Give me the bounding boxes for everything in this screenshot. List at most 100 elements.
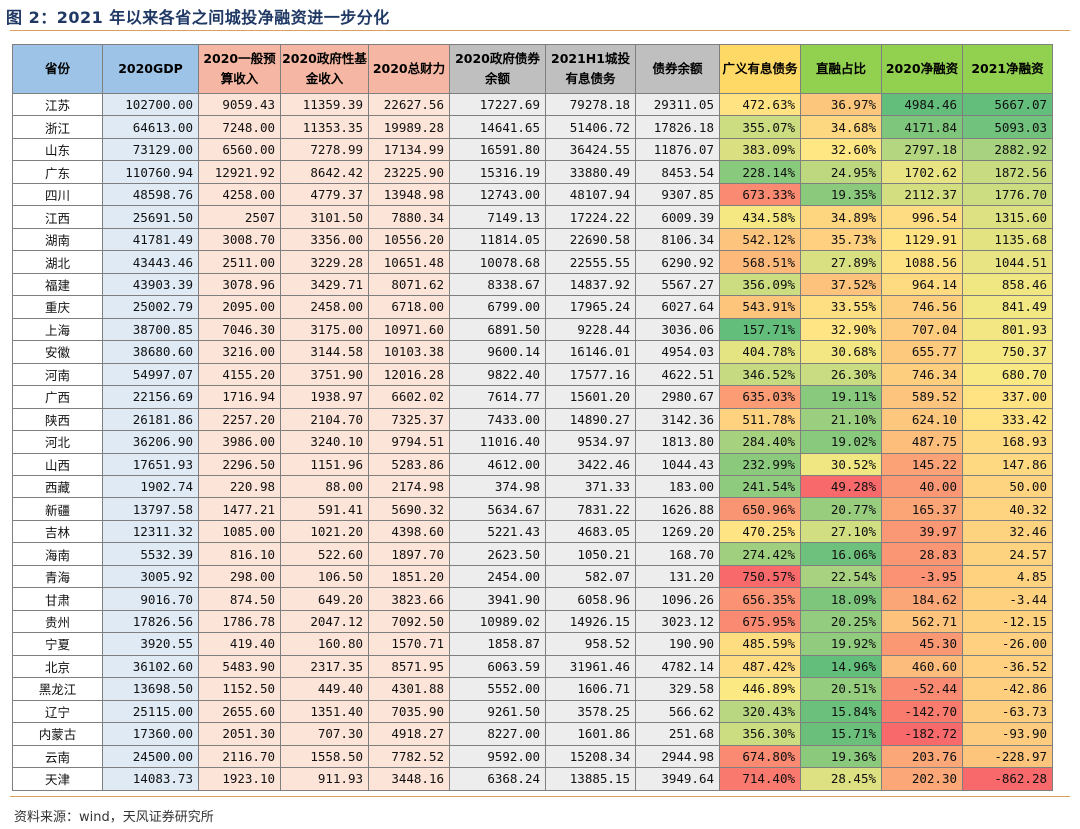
- cell-bond-balance: 131.20: [635, 564, 720, 589]
- cell-total-fiscal: 7880.34: [368, 205, 450, 229]
- table-row: 黑龙江 13698.50 1152.50 449.40 4301.88 5552.00 16…: [12, 677, 1053, 701]
- cell-net-financing-2021: 1044.51: [962, 250, 1053, 274]
- cell-direct-ratio: 32.90%: [800, 317, 882, 342]
- table-row: 广东 110760.94 12921.92 8642.42 23225.90 15316.…: [12, 160, 1053, 184]
- cell-net-financing-2020: 4171.84: [881, 115, 963, 139]
- cell-gov-bond-balance: 14641.65: [449, 115, 546, 139]
- cell-gov-bond-balance: 17227.69: [449, 92, 546, 117]
- cell-bond-balance: 8453.54: [635, 160, 720, 184]
- cell-gov-bond-balance: 2623.50: [449, 542, 546, 566]
- cell-direct-ratio: 26.30%: [800, 362, 882, 387]
- cell-budget-revenue: 2051.30: [198, 722, 281, 746]
- cell-direct-ratio: 30.68%: [800, 340, 882, 364]
- cell-budget-revenue: 298.00: [198, 564, 281, 589]
- cell-chengtou-debt: 14890.27: [545, 407, 636, 432]
- cell-total-fiscal: 3823.66: [368, 587, 450, 611]
- cell-net-financing-2020: 40.00: [881, 474, 963, 499]
- cell-bond-balance: 3023.12: [635, 609, 720, 634]
- cell-bond-balance: 8106.34: [635, 227, 720, 252]
- top-divider: [10, 30, 1070, 31]
- cell-broad-debt: 511.78%: [719, 407, 801, 432]
- cell-province: 青海: [12, 564, 103, 589]
- cell-total-fiscal: 9794.51: [368, 430, 450, 454]
- cell-gov-bond-balance: 5221.43: [449, 519, 546, 544]
- cell-direct-ratio: 34.68%: [800, 115, 882, 139]
- cell-province: 上海: [12, 317, 103, 342]
- cell-total-fiscal: 1570.71: [368, 632, 450, 656]
- cell-fund-revenue: 4779.37: [280, 182, 369, 207]
- table-row: 河南 54997.07 4155.20 3751.90 12016.28 9822.40 1…: [12, 362, 1053, 387]
- cell-fund-revenue: 649.20: [280, 587, 369, 611]
- cell-bond-balance: 6009.39: [635, 205, 720, 229]
- cell-fund-revenue: 911.93: [280, 767, 369, 791]
- cell-budget-revenue: 2116.70: [198, 744, 281, 769]
- cell-budget-revenue: 4258.00: [198, 182, 281, 207]
- cell-net-financing-2020: 589.52: [881, 385, 963, 409]
- cell-total-fiscal: 7782.52: [368, 744, 450, 769]
- cell-net-financing-2020: 707.04: [881, 317, 963, 342]
- cell-province: 宁夏: [12, 632, 103, 656]
- cell-chengtou-debt: 3422.46: [545, 452, 636, 476]
- cell-net-financing-2021: -93.90: [962, 722, 1053, 746]
- col-header-direct-financing-ratio: 直融占比: [800, 44, 882, 94]
- cell-net-financing-2020: 165.37: [881, 497, 963, 521]
- cell-fund-revenue: 3751.90: [280, 362, 369, 387]
- cell-net-financing-2020: 145.22: [881, 452, 963, 476]
- cell-gdp: 48598.76: [102, 182, 199, 207]
- cell-broad-debt: 470.25%: [719, 519, 801, 544]
- cell-gov-bond-balance: 9600.14: [449, 340, 546, 364]
- table-row: 辽宁 25115.00 2655.60 1351.40 7035.90 9261.50 35…: [12, 699, 1053, 724]
- cell-chengtou-debt: 17965.24: [545, 295, 636, 319]
- cell-net-financing-2021: -12.15: [962, 609, 1053, 634]
- cell-direct-ratio: 28.45%: [800, 767, 882, 791]
- table-row: 福建 43903.39 3078.96 3429.71 8071.62 8338.67 14…: [12, 272, 1053, 297]
- cell-gdp: 17826.56: [102, 609, 199, 634]
- table-row: 陕西 26181.86 2257.20 2104.70 7325.37 7433.00 14…: [12, 407, 1053, 432]
- cell-gdp: 54997.07: [102, 362, 199, 387]
- cell-bond-balance: 1626.88: [635, 497, 720, 521]
- table-row: 江西 25691.50 2507 3101.50 7880.34 7149.13 17224…: [12, 205, 1053, 229]
- cell-province: 云南: [12, 744, 103, 769]
- cell-gov-bond-balance: 15316.19: [449, 160, 546, 184]
- cell-chengtou-debt: 14926.15: [545, 609, 636, 634]
- cell-chengtou-debt: 13885.15: [545, 767, 636, 791]
- cell-broad-debt: 750.57%: [719, 564, 801, 589]
- cell-fund-revenue: 88.00: [280, 474, 369, 499]
- cell-fund-revenue: 1021.20: [280, 519, 369, 544]
- cell-net-financing-2020: 487.75: [881, 430, 963, 454]
- cell-budget-revenue: 3078.96: [198, 272, 281, 297]
- cell-direct-ratio: 19.02%: [800, 430, 882, 454]
- cell-province: 湖北: [12, 250, 103, 274]
- cell-gov-bond-balance: 7149.13: [449, 205, 546, 229]
- cell-direct-ratio: 30.52%: [800, 452, 882, 476]
- cell-net-financing-2021: -63.73: [962, 699, 1053, 724]
- cell-total-fiscal: 4301.88: [368, 677, 450, 701]
- cell-gdp: 3920.55: [102, 632, 199, 656]
- cell-gov-bond-balance: 2454.00: [449, 564, 546, 589]
- cell-fund-revenue: 7278.99: [280, 137, 369, 162]
- cell-total-fiscal: 10103.38: [368, 340, 450, 364]
- cell-budget-revenue: 1786.78: [198, 609, 281, 634]
- cell-gov-bond-balance: 3941.90: [449, 587, 546, 611]
- cell-gdp: 41781.49: [102, 227, 199, 252]
- cell-broad-debt: 228.14%: [719, 160, 801, 184]
- cell-direct-ratio: 22.54%: [800, 564, 882, 589]
- cell-chengtou-debt: 17577.16: [545, 362, 636, 387]
- col-header-bond-balance: 债券余额: [635, 44, 720, 94]
- cell-net-financing-2020: 746.34: [881, 362, 963, 387]
- cell-net-financing-2021: 1135.68: [962, 227, 1053, 252]
- cell-bond-balance: 5567.27: [635, 272, 720, 297]
- cell-broad-debt: 157.71%: [719, 317, 801, 342]
- cell-budget-revenue: 1085.00: [198, 519, 281, 544]
- cell-budget-revenue: 874.50: [198, 587, 281, 611]
- cell-province: 北京: [12, 654, 103, 679]
- cell-gdp: 38700.85: [102, 317, 199, 342]
- table-row: 江苏 102700.00 9059.43 11359.39 22627.56 17227.…: [12, 92, 1053, 117]
- cell-bond-balance: 190.90: [635, 632, 720, 656]
- cell-chengtou-debt: 371.33: [545, 474, 636, 499]
- cell-bond-balance: 4782.14: [635, 654, 720, 679]
- cell-budget-revenue: 2507: [198, 205, 281, 229]
- cell-budget-revenue: 6560.00: [198, 137, 281, 162]
- cell-total-fiscal: 23225.90: [368, 160, 450, 184]
- cell-gdp: 17360.00: [102, 722, 199, 746]
